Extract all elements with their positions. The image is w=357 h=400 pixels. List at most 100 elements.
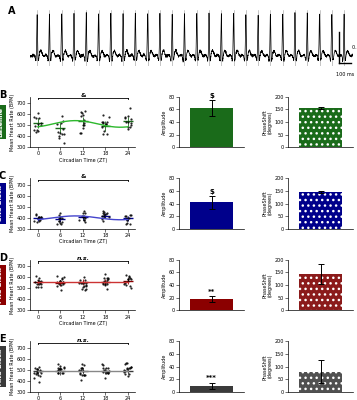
Point <box>101 366 107 373</box>
Point <box>83 283 89 289</box>
Point <box>37 279 42 285</box>
Point <box>127 105 133 112</box>
Point <box>35 372 41 378</box>
Point <box>36 364 41 371</box>
Point <box>101 128 106 134</box>
Point <box>55 365 60 372</box>
Point <box>55 368 61 374</box>
Point <box>34 370 40 376</box>
Point <box>60 215 65 222</box>
Point <box>99 361 105 367</box>
Point <box>129 116 134 122</box>
Point <box>36 218 42 224</box>
Point <box>80 125 85 131</box>
Point <box>81 283 86 289</box>
Point <box>81 362 87 368</box>
Point <box>36 378 42 385</box>
Point <box>82 219 88 225</box>
Point <box>38 120 44 126</box>
Point <box>56 212 62 218</box>
Point <box>61 274 66 280</box>
Point <box>84 280 89 286</box>
Point <box>101 278 106 284</box>
Y-axis label: Mean Heart Rate (BPM): Mean Heart Rate (BPM) <box>10 93 15 150</box>
Point <box>35 110 41 116</box>
Point <box>56 218 61 224</box>
Point <box>76 367 82 374</box>
Point <box>34 114 39 121</box>
Point <box>38 281 44 287</box>
Point <box>80 210 86 216</box>
Point <box>101 214 107 220</box>
Point <box>33 129 39 136</box>
Point <box>100 118 105 125</box>
Y-axis label: Amplitude: Amplitude <box>162 354 167 379</box>
Point <box>54 279 60 286</box>
Point <box>58 120 64 127</box>
Point <box>32 364 38 371</box>
Point <box>56 366 61 372</box>
Point <box>105 280 110 287</box>
Point <box>101 210 106 217</box>
Point <box>128 120 134 126</box>
Bar <box>299 108 342 147</box>
Point <box>123 115 129 121</box>
Point <box>126 365 132 372</box>
Point <box>37 217 43 223</box>
Point <box>38 278 44 284</box>
Point <box>127 365 133 371</box>
Text: &: & <box>80 93 86 98</box>
Point <box>129 364 134 370</box>
Point <box>36 215 42 222</box>
Point <box>122 281 127 288</box>
Point <box>100 112 106 118</box>
Point <box>105 370 111 376</box>
Point <box>100 210 106 216</box>
Text: **: ** <box>208 289 215 295</box>
Y-axis label: PhaseShift
(degrees): PhaseShift (degrees) <box>262 191 273 216</box>
Point <box>125 126 130 132</box>
Point <box>36 275 42 282</box>
Point <box>126 273 132 279</box>
Text: $: $ <box>209 93 214 99</box>
Point <box>78 366 84 373</box>
Point <box>37 280 42 286</box>
X-axis label: Circadian Time (ZT): Circadian Time (ZT) <box>59 239 107 244</box>
Point <box>57 215 63 222</box>
Point <box>79 286 85 292</box>
Point <box>82 108 87 114</box>
Point <box>56 280 62 287</box>
Point <box>124 216 130 223</box>
Point <box>104 131 110 137</box>
Text: A: A <box>8 6 15 16</box>
Point <box>35 128 41 134</box>
Point <box>31 127 37 134</box>
Point <box>128 212 134 218</box>
Point <box>55 370 61 376</box>
Point <box>80 284 86 290</box>
Y-axis label: PhaseShift
(degrees): PhaseShift (degrees) <box>262 354 273 380</box>
Text: 0.2 mV: 0.2 mV <box>352 45 357 50</box>
Point <box>125 276 131 282</box>
Point <box>56 217 62 224</box>
Point <box>81 217 86 223</box>
Point <box>122 114 128 120</box>
Point <box>31 370 37 376</box>
Point <box>125 278 131 284</box>
Point <box>76 280 82 286</box>
Point <box>103 121 109 128</box>
Point <box>60 113 65 119</box>
Point <box>36 114 42 121</box>
Text: E: E <box>0 334 5 344</box>
Point <box>34 366 40 372</box>
Point <box>78 280 84 286</box>
Point <box>56 132 62 139</box>
Y-axis label: Mean Heart Rate (BPM): Mean Heart Rate (BPM) <box>10 175 15 232</box>
Point <box>31 375 37 382</box>
Point <box>106 214 111 220</box>
Point <box>102 281 108 287</box>
Point <box>124 217 130 223</box>
Point <box>104 119 110 125</box>
Point <box>79 365 84 372</box>
Point <box>123 281 129 288</box>
